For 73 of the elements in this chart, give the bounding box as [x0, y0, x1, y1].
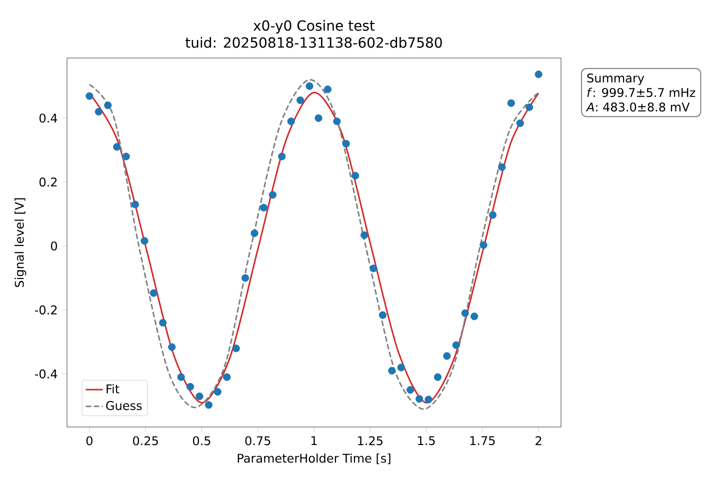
chart-title: x0-y0 Cosine test: [253, 20, 375, 34]
x-tick-label: 0.75: [245, 436, 270, 446]
x-tick-label: 2: [536, 436, 542, 446]
point: [122, 152, 130, 160]
point: [434, 373, 442, 381]
y-tick-label: 0.2: [40, 178, 57, 187]
point: [196, 392, 204, 400]
point: [480, 241, 488, 249]
point: [168, 343, 176, 351]
point: [388, 366, 396, 375]
x-tick-label: 1.5: [418, 436, 435, 446]
point: [250, 229, 258, 238]
point: [232, 344, 240, 352]
point: [443, 352, 451, 360]
point: [498, 163, 506, 171]
point: [352, 172, 360, 180]
point: [333, 118, 341, 126]
point: [378, 311, 387, 319]
point: [268, 191, 276, 199]
point: [260, 204, 268, 212]
point: [416, 395, 424, 403]
text: Summary: [587, 73, 644, 85]
point: [488, 211, 497, 219]
point: [397, 364, 405, 372]
point: [204, 401, 212, 409]
point: [306, 82, 314, 90]
point: [214, 388, 222, 396]
point: [287, 118, 295, 126]
chart-subtitle: tuid: 20250818-131138-602-db7580: [185, 36, 442, 48]
point: [461, 309, 469, 317]
point: [526, 103, 534, 112]
y-tick-label: -0.4: [34, 369, 58, 378]
legend-label: Guess: [106, 401, 142, 410]
point: [186, 382, 194, 391]
point: [296, 96, 304, 104]
point: [516, 119, 524, 128]
text: f: 999.7±5.7 mHz: [587, 88, 696, 98]
x-tick-label: 1.25: [358, 436, 382, 446]
point: [452, 341, 460, 349]
point: [324, 86, 332, 94]
point: [342, 140, 350, 148]
point: [223, 373, 231, 381]
y-axis-title: Signal level [V]: [14, 198, 26, 287]
point: [150, 289, 158, 297]
legend-label: Fit: [106, 384, 120, 394]
x-tick-label: 0.25: [133, 436, 158, 446]
point: [113, 143, 121, 151]
point: [131, 200, 140, 208]
point: [140, 237, 148, 245]
x-tick-label: 0: [86, 436, 92, 446]
point: [159, 318, 167, 327]
y-tick-label: 0.4: [40, 114, 58, 123]
point: [424, 396, 432, 404]
y-tick-label: 0: [50, 241, 58, 251]
point: [104, 102, 112, 110]
x-axis-title: ParameterHolder Time [s]: [238, 453, 390, 464]
point: [86, 92, 94, 100]
x-tick-label: 0.5: [192, 436, 210, 446]
point: [241, 274, 250, 282]
point: [470, 312, 478, 320]
point: [360, 231, 368, 239]
point: [94, 108, 102, 116]
point: [177, 373, 185, 381]
point: [406, 386, 414, 394]
text: A: 483.0±8.8 mV: [586, 102, 690, 112]
x-tick-label: 1: [311, 436, 317, 445]
y-tick-label: -0.2: [34, 305, 57, 315]
point: [534, 70, 542, 78]
point: [370, 264, 378, 272]
point: [507, 99, 515, 107]
point: [314, 114, 322, 122]
point: [278, 152, 286, 160]
x-tick-label: 1.75: [470, 436, 495, 446]
